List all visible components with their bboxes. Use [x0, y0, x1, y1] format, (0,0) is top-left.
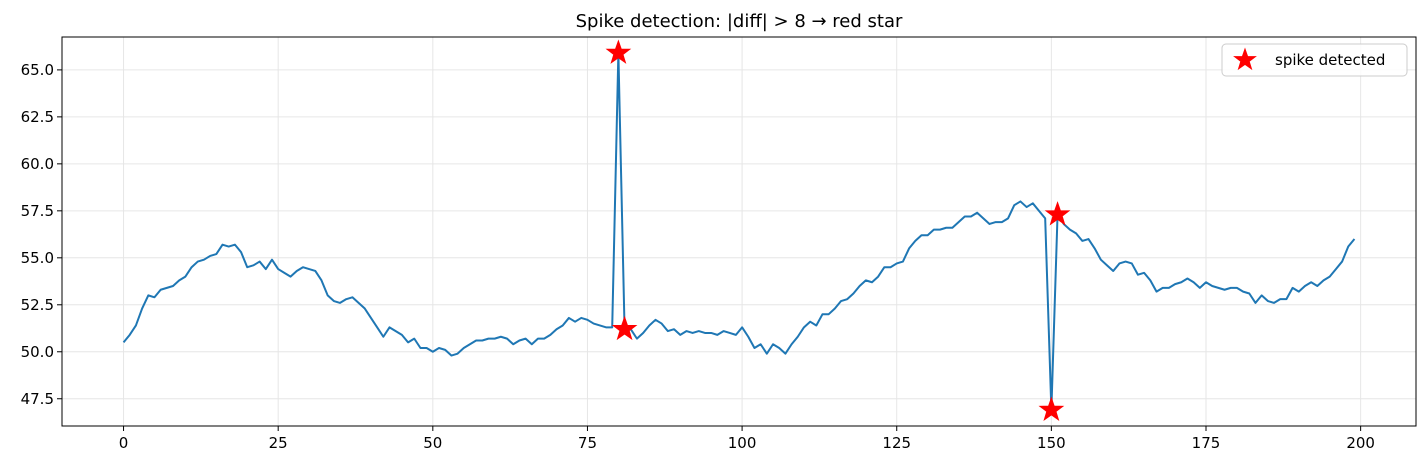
- spike-star-marker: [1038, 396, 1065, 421]
- y-tick-label: 55.0: [21, 249, 54, 267]
- grid: [62, 37, 1416, 426]
- y-tick-label: 60.0: [21, 155, 54, 173]
- series-line: [122, 51, 1356, 412]
- x-tick-label: 75: [578, 434, 597, 452]
- y-tick-label: 47.5: [21, 390, 54, 408]
- chart-title: Spike detection: |diff| > 8 → red star: [576, 11, 903, 32]
- y-tick-label: 62.5: [21, 108, 54, 126]
- legend-label: spike detected: [1275, 51, 1385, 69]
- axis-ticks: 0 25 50 75 100 125 150 175 200 47.5 50.0 52.5 55.0 57…: [21, 61, 1375, 452]
- y-tick-label: 52.5: [21, 296, 54, 314]
- spike-star-marker: [605, 39, 632, 64]
- legend-star-icon: [1233, 47, 1257, 71]
- legend: spike detected: [1221, 43, 1408, 77]
- x-tick-label: 200: [1346, 434, 1375, 452]
- y-tick-label: 57.5: [21, 202, 54, 220]
- spike-star-marker: [611, 315, 638, 341]
- x-tick-label: 175: [1192, 434, 1221, 452]
- x-tick-label: 150: [1037, 434, 1066, 452]
- spike-markers: [605, 39, 1071, 421]
- y-tick-label: 65.0: [21, 61, 54, 79]
- line-series: [122, 51, 1356, 412]
- plot-frame: [61, 36, 1417, 427]
- legend-star-marker: [1233, 47, 1257, 71]
- x-tick-label: 100: [728, 434, 757, 452]
- x-tick-label: 50: [423, 434, 442, 452]
- spike-star-marker: [1044, 201, 1071, 226]
- y-tick-label: 50.0: [21, 343, 54, 361]
- x-tick-label: 25: [269, 434, 288, 452]
- x-tick-label: 0: [119, 434, 129, 452]
- x-tick-label: 125: [882, 434, 911, 452]
- legend-box: [1221, 43, 1408, 77]
